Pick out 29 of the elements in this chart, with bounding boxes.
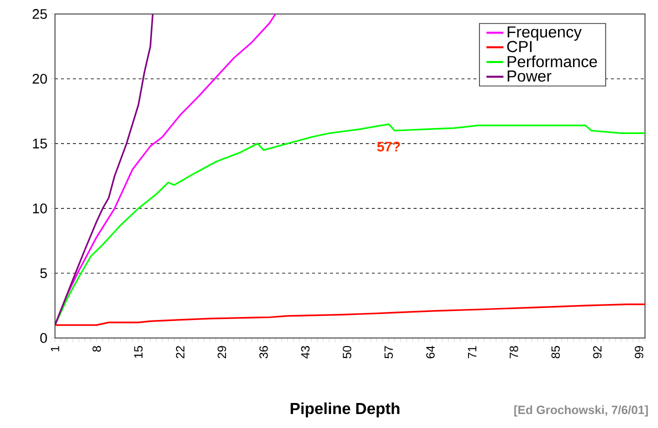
x-tick-label: 92 <box>593 346 602 358</box>
x-tick-label: 8 <box>92 346 101 352</box>
x-tick-label: 78 <box>510 346 518 358</box>
y-tick-label: 15 <box>33 138 47 148</box>
x-tick-label: 43 <box>301 346 310 359</box>
text: [Ed Grochowski, 7/6/01] <box>514 405 648 416</box>
legend-label: Power <box>508 70 552 82</box>
x-axis-title: Pipeline Depth <box>290 402 400 418</box>
x-tick-label: 15 <box>134 346 143 358</box>
legend-label: Frequency <box>508 26 582 41</box>
x-tick-label: 99 <box>634 346 644 358</box>
legend-label: CPI <box>507 40 532 52</box>
x-tick-label: 85 <box>551 346 560 358</box>
x-tick-label: 50 <box>342 346 352 358</box>
line-series <box>55 14 154 326</box>
x-tick-label: 36 <box>259 346 268 358</box>
y-tick-label: 25 <box>32 9 47 19</box>
x-tick-label: 29 <box>218 346 226 358</box>
x-tick-label: 22 <box>176 346 184 358</box>
y-tick-label: 20 <box>32 74 47 84</box>
x-tick-label: 64 <box>426 346 435 358</box>
x-tick-label: 71 <box>468 346 476 358</box>
x-tick-label: 57 <box>384 346 393 358</box>
x-tick-label: 1 <box>50 346 60 352</box>
annotation: 57? <box>377 142 400 152</box>
y-tick-label: 5 <box>40 268 47 278</box>
legend-label: Performance <box>508 56 597 68</box>
y-tick-label: 10 <box>33 203 47 214</box>
y-tick-label: 0 <box>40 333 47 343</box>
